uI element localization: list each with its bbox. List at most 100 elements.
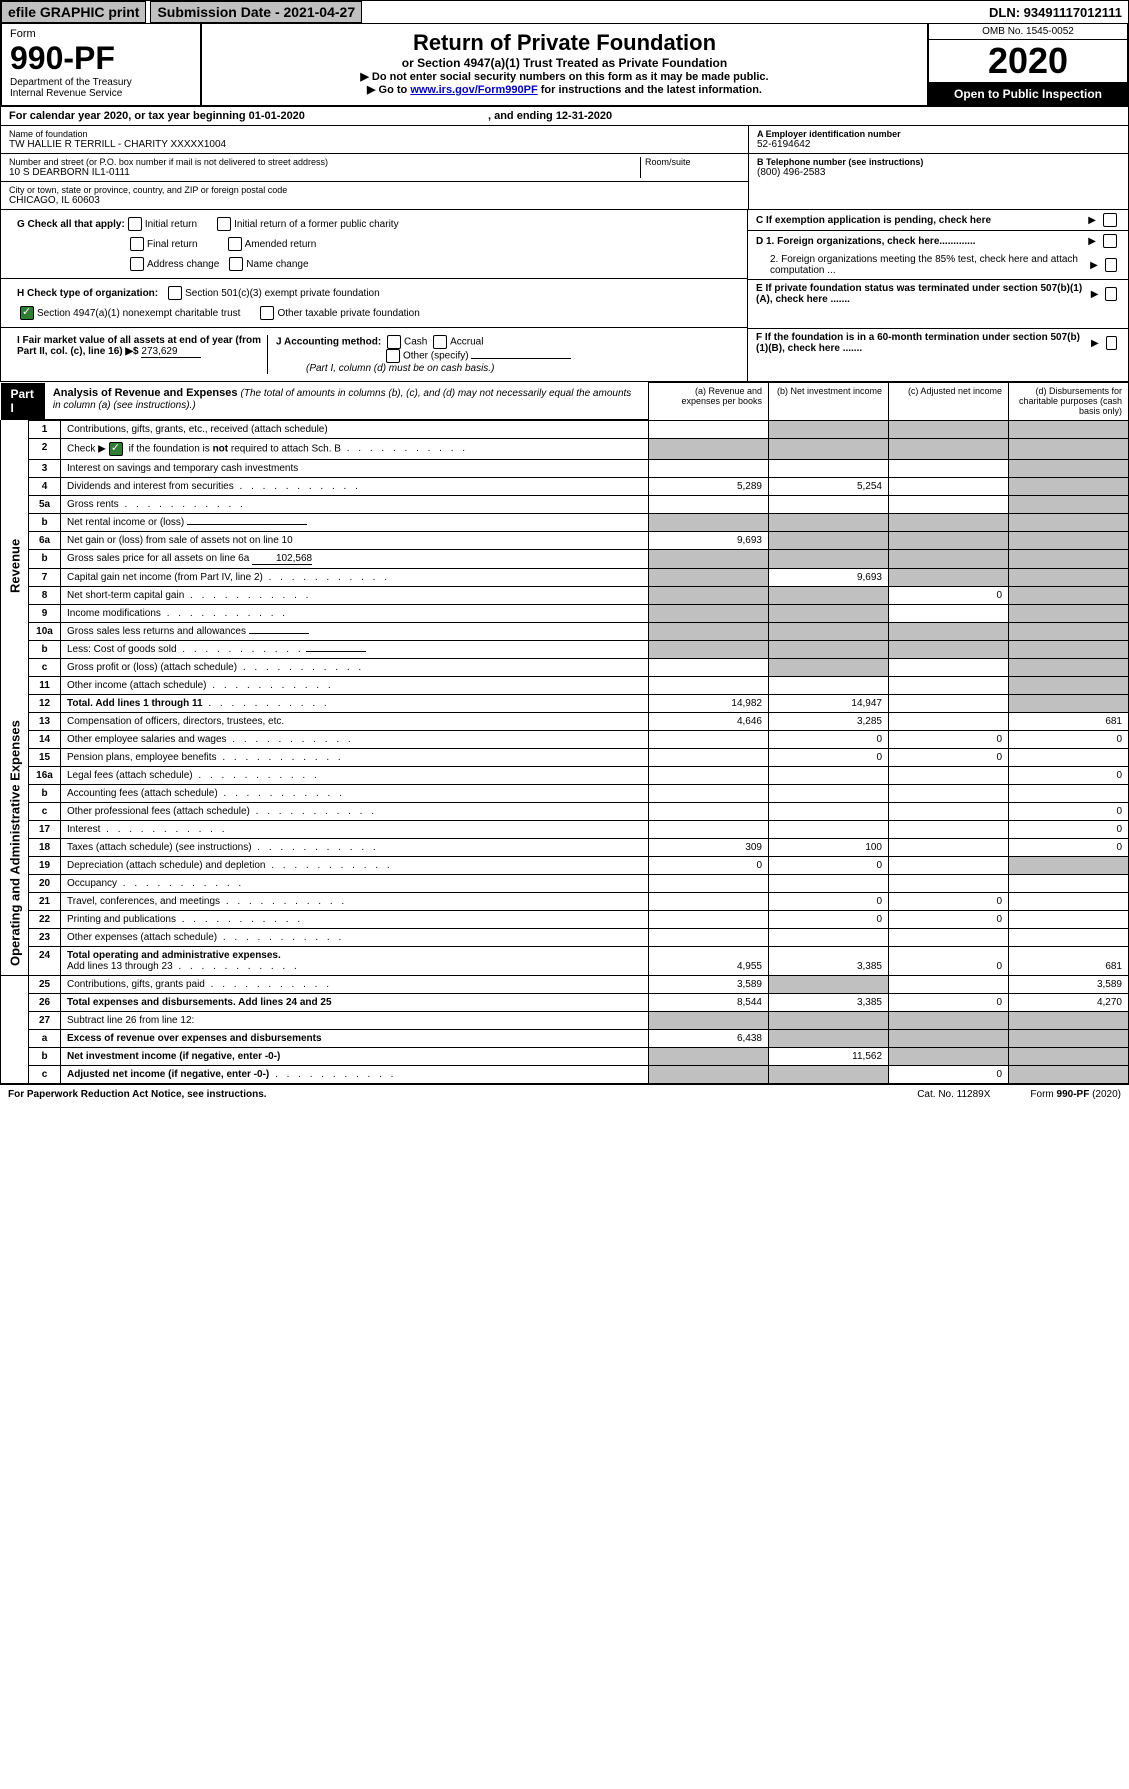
colB: (b) Net investment income bbox=[769, 383, 889, 421]
inst1: ▶ Do not enter social security numbers o… bbox=[208, 70, 921, 83]
form-label: Form bbox=[10, 28, 192, 40]
r21: Travel, conferences, and meetings bbox=[67, 896, 220, 907]
h2-checkbox[interactable] bbox=[20, 306, 34, 320]
city: CHICAGO, IL 60603 bbox=[9, 195, 740, 206]
cat-no: Cat. No. 11289X bbox=[917, 1089, 990, 1100]
H-label: H Check type of organization: bbox=[17, 288, 158, 299]
r2b: if the foundation is not required to att… bbox=[126, 443, 341, 454]
h1-label: Section 501(c)(3) exempt private foundat… bbox=[185, 288, 380, 299]
E-label: E If private foundation status was termi… bbox=[756, 283, 1091, 305]
r19: Depreciation (attach schedule) and deple… bbox=[67, 860, 265, 871]
r27c: Adjusted net income (if negative, enter … bbox=[67, 1069, 269, 1080]
form-title: Return of Private Foundation bbox=[208, 30, 921, 56]
other-specify bbox=[471, 358, 571, 359]
r12a-val: 14,982 bbox=[649, 694, 769, 712]
inst2-suffix: for instructions and the latest informat… bbox=[538, 84, 762, 96]
r26c-val: 0 bbox=[889, 993, 1009, 1011]
open-public: Open to Public Inspection bbox=[929, 83, 1127, 105]
amended-checkbox[interactable] bbox=[228, 237, 242, 251]
inst2-prefix: ▶ Go to bbox=[367, 84, 410, 96]
initial-label: Initial return bbox=[145, 219, 197, 230]
r21c-val: 0 bbox=[889, 892, 1009, 910]
cash-label: Cash bbox=[404, 337, 427, 348]
r10b: Less: Cost of goods sold bbox=[67, 644, 177, 655]
r10b-blank bbox=[306, 651, 366, 652]
footer: For Paperwork Reduction Act Notice, see … bbox=[0, 1084, 1129, 1104]
final-checkbox[interactable] bbox=[130, 237, 144, 251]
r18: Taxes (attach schedule) (see instruction… bbox=[67, 842, 252, 853]
r7b-val: 9,693 bbox=[769, 568, 889, 586]
D1-checkbox[interactable] bbox=[1103, 234, 1117, 248]
F-checkbox[interactable] bbox=[1106, 336, 1117, 350]
name-label: Name of foundation bbox=[9, 129, 740, 139]
part1-table: Part I Analysis of Revenue and Expenses … bbox=[0, 382, 1129, 1084]
form-link[interactable]: www.irs.gov/Form990PF bbox=[410, 84, 537, 96]
r10c: Gross profit or (loss) (attach schedule) bbox=[67, 662, 237, 673]
addr-change-checkbox[interactable] bbox=[130, 257, 144, 271]
form-header: Form 990-PF Department of the Treasury I… bbox=[0, 24, 1129, 107]
efile-button[interactable]: efile GRAPHIC print bbox=[1, 1, 146, 23]
r6a: Net gain or (loss) from sale of assets n… bbox=[61, 531, 649, 549]
name-change-checkbox[interactable] bbox=[229, 257, 243, 271]
ein: 52-6194642 bbox=[757, 139, 1120, 150]
addr-label: Number and street (or P.O. box number if… bbox=[9, 157, 640, 167]
initial-checkbox[interactable] bbox=[128, 217, 142, 231]
accrual-checkbox[interactable] bbox=[433, 335, 447, 349]
r24d-val: 681 bbox=[1009, 946, 1129, 975]
r10a-blank bbox=[249, 633, 309, 634]
part1-title: Analysis of Revenue and Expenses bbox=[53, 387, 238, 399]
name-change-label: Name change bbox=[246, 259, 308, 270]
schB-checkbox[interactable] bbox=[109, 442, 123, 456]
calendar-year: For calendar year 2020, or tax year begi… bbox=[0, 107, 1129, 126]
r14: Other employee salaries and wages bbox=[67, 734, 227, 745]
r26: Total expenses and disbursements. Add li… bbox=[67, 997, 332, 1008]
phone-label: B Telephone number (see instructions) bbox=[757, 157, 1120, 167]
I-value: 273,629 bbox=[141, 346, 201, 358]
h1-checkbox[interactable] bbox=[168, 286, 182, 300]
tax-year: 2020 bbox=[929, 40, 1127, 83]
arrow-icon: ▶ bbox=[1091, 338, 1099, 349]
r1: Contributions, gifts, grants, etc., rece… bbox=[61, 420, 649, 438]
r25a-val: 3,589 bbox=[649, 975, 769, 993]
r19b-val: 0 bbox=[769, 856, 889, 874]
part1-label: Part I bbox=[1, 383, 45, 419]
arrow-icon: ▶ bbox=[1091, 289, 1099, 300]
cash-checkbox[interactable] bbox=[387, 335, 401, 349]
ein-label: A Employer identification number bbox=[757, 129, 1120, 139]
inst2: ▶ Go to www.irs.gov/Form990PF for instru… bbox=[208, 83, 921, 96]
C-checkbox[interactable] bbox=[1103, 213, 1117, 227]
r11: Other income (attach schedule) bbox=[67, 680, 207, 691]
r14b-val: 0 bbox=[769, 730, 889, 748]
r22c-val: 0 bbox=[889, 910, 1009, 928]
h3-checkbox[interactable] bbox=[260, 306, 274, 320]
r12b-val: 14,947 bbox=[769, 694, 889, 712]
D1-label: D 1. Foreign organizations, check here..… bbox=[756, 236, 976, 247]
J-label: J Accounting method: bbox=[276, 337, 381, 348]
E-checkbox[interactable] bbox=[1105, 287, 1117, 301]
D2-label: 2. Foreign organizations meeting the 85%… bbox=[756, 254, 1090, 276]
initial-former-checkbox[interactable] bbox=[217, 217, 231, 231]
r2: Check ▶ bbox=[67, 443, 106, 454]
oae-label: Operating and Administrative Expenses bbox=[1, 712, 29, 975]
r24b: Add lines 13 through 23 bbox=[67, 961, 173, 972]
h3-label: Other taxable private foundation bbox=[277, 308, 419, 319]
r22: Printing and publications bbox=[67, 914, 176, 925]
r12: Total. Add lines 1 through 11 bbox=[67, 698, 203, 709]
r24a-val: 4,955 bbox=[649, 946, 769, 975]
r21b-val: 0 bbox=[769, 892, 889, 910]
r3: Interest on savings and temporary cash i… bbox=[61, 459, 649, 477]
r26a-val: 8,544 bbox=[649, 993, 769, 1011]
foundation-name: TW HALLIE R TERRILL - CHARITY XXXXX1004 bbox=[9, 139, 740, 150]
checks-section: G Check all that apply: Initial return I… bbox=[0, 210, 1129, 382]
r9: Income modifications bbox=[67, 608, 161, 619]
h2-label: Section 4947(a)(1) nonexempt charitable … bbox=[37, 308, 240, 319]
D2-checkbox[interactable] bbox=[1105, 258, 1117, 272]
r16c: Other professional fees (attach schedule… bbox=[67, 806, 250, 817]
accrual-label: Accrual bbox=[450, 337, 483, 348]
r27b: Net investment income (if negative, ente… bbox=[67, 1051, 280, 1062]
r24b-val: 3,385 bbox=[769, 946, 889, 975]
r18a-val: 309 bbox=[649, 838, 769, 856]
G-label: G Check all that apply: bbox=[17, 219, 125, 230]
r23: Other expenses (attach schedule) bbox=[67, 932, 217, 943]
other-checkbox[interactable] bbox=[386, 349, 400, 363]
